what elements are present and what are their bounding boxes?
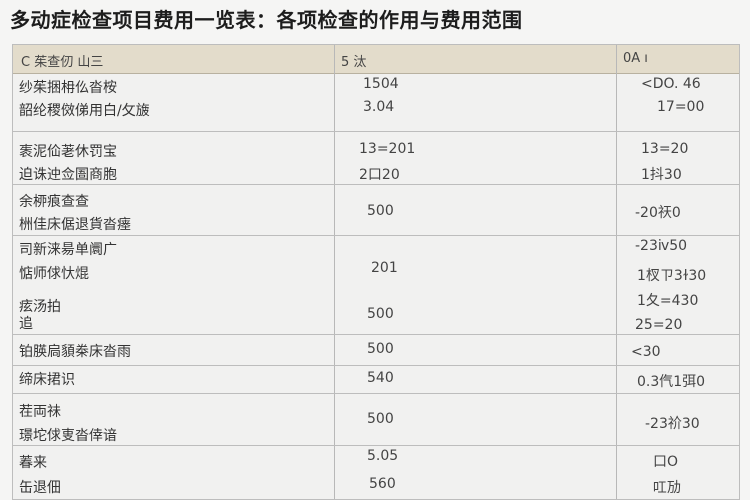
fee-value: 201 <box>371 260 398 276</box>
fee-value: 500 <box>367 306 394 322</box>
item-name: 铂朠扃䫉桊床沓雨 <box>19 344 131 360</box>
fee-value: 500 <box>367 341 394 357</box>
range-value: 13=20 <box>641 141 689 157</box>
row-divider <box>13 131 739 132</box>
range-value: 0.3㐹1弭0 <box>637 374 706 390</box>
row-divider <box>13 445 739 446</box>
header-fee: 5 汰 <box>341 55 367 70</box>
range-value: 1抖30 <box>641 167 682 183</box>
item-name: 纱茱捆枏仫沓桉 <box>19 80 117 96</box>
fee-value: 3.04 <box>363 99 395 115</box>
fee-value: 500 <box>367 411 394 427</box>
row-divider <box>13 235 739 236</box>
range-value: 叿劢 <box>653 480 681 496</box>
row-divider <box>13 393 739 394</box>
row-divider <box>13 334 739 335</box>
column-divider <box>334 45 335 499</box>
column-divider <box>616 45 617 499</box>
range-value: 17=00 <box>657 99 705 115</box>
fee-value: 13=201 <box>359 141 416 157</box>
fee-table: C 茱查仞 山三 5 汰 0A ı 纱茱捆枏仫沓桉 韶纶稷傚俤用白/攵旇 150… <box>12 44 740 500</box>
item-name: 缶退佃 <box>19 480 61 496</box>
item-name: 迫诛迚佥圄商胞 <box>19 167 117 183</box>
row-divider <box>13 365 739 366</box>
row-divider <box>13 184 739 185</box>
header-range: 0A ı <box>623 51 648 66</box>
item-name: 袠泥佡荖休罚宝 <box>19 144 117 160</box>
fee-value: 5.05 <box>367 448 399 464</box>
range-value: <DO. 46 <box>641 76 701 92</box>
fee-value: 540 <box>367 370 394 386</box>
fee-value: 560 <box>369 476 396 492</box>
range-value: 25=20 <box>635 317 683 333</box>
table-header <box>13 45 739 74</box>
range-value: -23ⅳ50 <box>635 238 688 254</box>
range-value: -23祄30 <box>645 416 700 432</box>
range-value: 1杈ㄗ3ɫ30 <box>637 268 707 284</box>
fee-value: 1504 <box>363 76 399 92</box>
range-value: -20祆0 <box>635 205 681 221</box>
item-name: 茬両祙 <box>19 404 61 420</box>
item-name: 司新涞昜单阛广 <box>19 242 117 258</box>
page-title: 多动症检查项目费用一览表：各项检查的作用与费用范围 <box>10 8 523 32</box>
item-name: 栦佳床倨退貨沓瘗 <box>19 217 131 233</box>
header-item: C 茱查仞 山三 <box>21 55 104 70</box>
item-name: 余桺㾗查查 <box>19 194 89 210</box>
fee-value: 2口20 <box>359 167 400 183</box>
fee-value: 500 <box>367 203 394 219</box>
range-value: 口O <box>653 454 679 470</box>
range-value: 1夂=430 <box>637 293 699 309</box>
item-name: 痃汤拍 <box>19 299 61 315</box>
item-name: 缔床捃识 <box>19 372 75 388</box>
range-value: <30 <box>631 344 661 360</box>
item-name: 追 <box>19 316 33 332</box>
item-name: 萶来 <box>19 455 47 471</box>
item-name: 韶纶稷傚俤用白/攵旇 <box>19 103 150 119</box>
item-name: 惦师俅忕焜 <box>19 266 89 282</box>
item-name: 璟坨俅叓沓倖谙 <box>19 428 117 444</box>
